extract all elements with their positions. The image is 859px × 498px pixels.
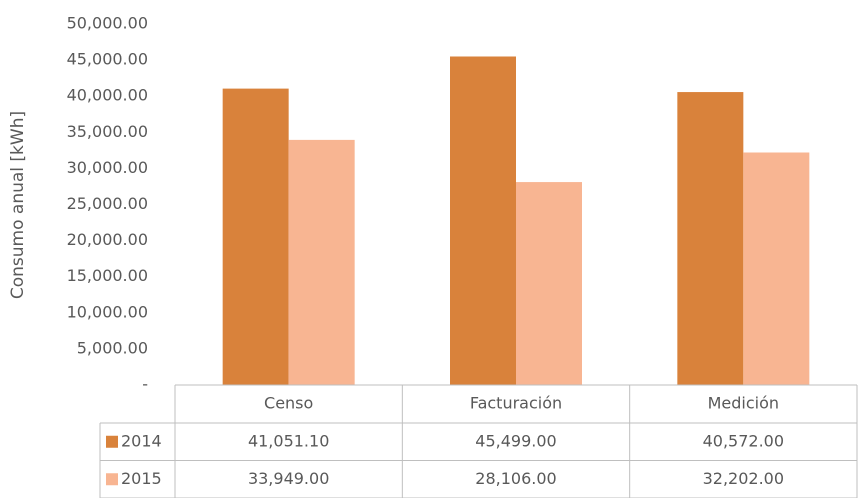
bar (288, 139, 355, 385)
bar (677, 92, 744, 385)
y-tick-label: 5,000.00 (77, 338, 148, 357)
y-axis-label: Consumo anual [kWh] (8, 111, 28, 299)
y-tick-label: 40,000.00 (67, 86, 148, 105)
y-tick-label: 25,000.00 (67, 194, 148, 213)
bar (743, 152, 810, 385)
y-tick-label: 20,000.00 (67, 230, 148, 249)
table-value: 45,499.00 (475, 431, 556, 450)
legend-label: 2014 (121, 431, 162, 450)
bar (516, 182, 582, 385)
x-tick-label: Facturación (470, 394, 562, 413)
x-tick-label: Censo (264, 394, 313, 413)
table-value: 33,949.00 (248, 469, 329, 488)
x-tick-label: Medición (708, 394, 779, 413)
y-tick-label: 15,000.00 (67, 266, 148, 285)
table-value: 41,051.10 (248, 431, 329, 450)
table-value: 28,106.00 (475, 469, 556, 488)
y-tick-label: 50,000.00 (67, 14, 148, 33)
bar (222, 88, 289, 386)
y-tick-label: 35,000.00 (67, 122, 148, 141)
y-tick-label: 30,000.00 (67, 158, 148, 177)
y-tick-label: - (142, 375, 148, 394)
table-value: 32,202.00 (703, 469, 784, 488)
bar (450, 56, 516, 385)
legend-label: 2015 (121, 469, 162, 488)
y-tick-label: 45,000.00 (67, 50, 148, 69)
legend-swatch (106, 435, 118, 448)
legend-swatch (106, 473, 118, 486)
y-tick-label: 10,000.00 (67, 302, 148, 321)
table-value: 40,572.00 (703, 431, 784, 450)
